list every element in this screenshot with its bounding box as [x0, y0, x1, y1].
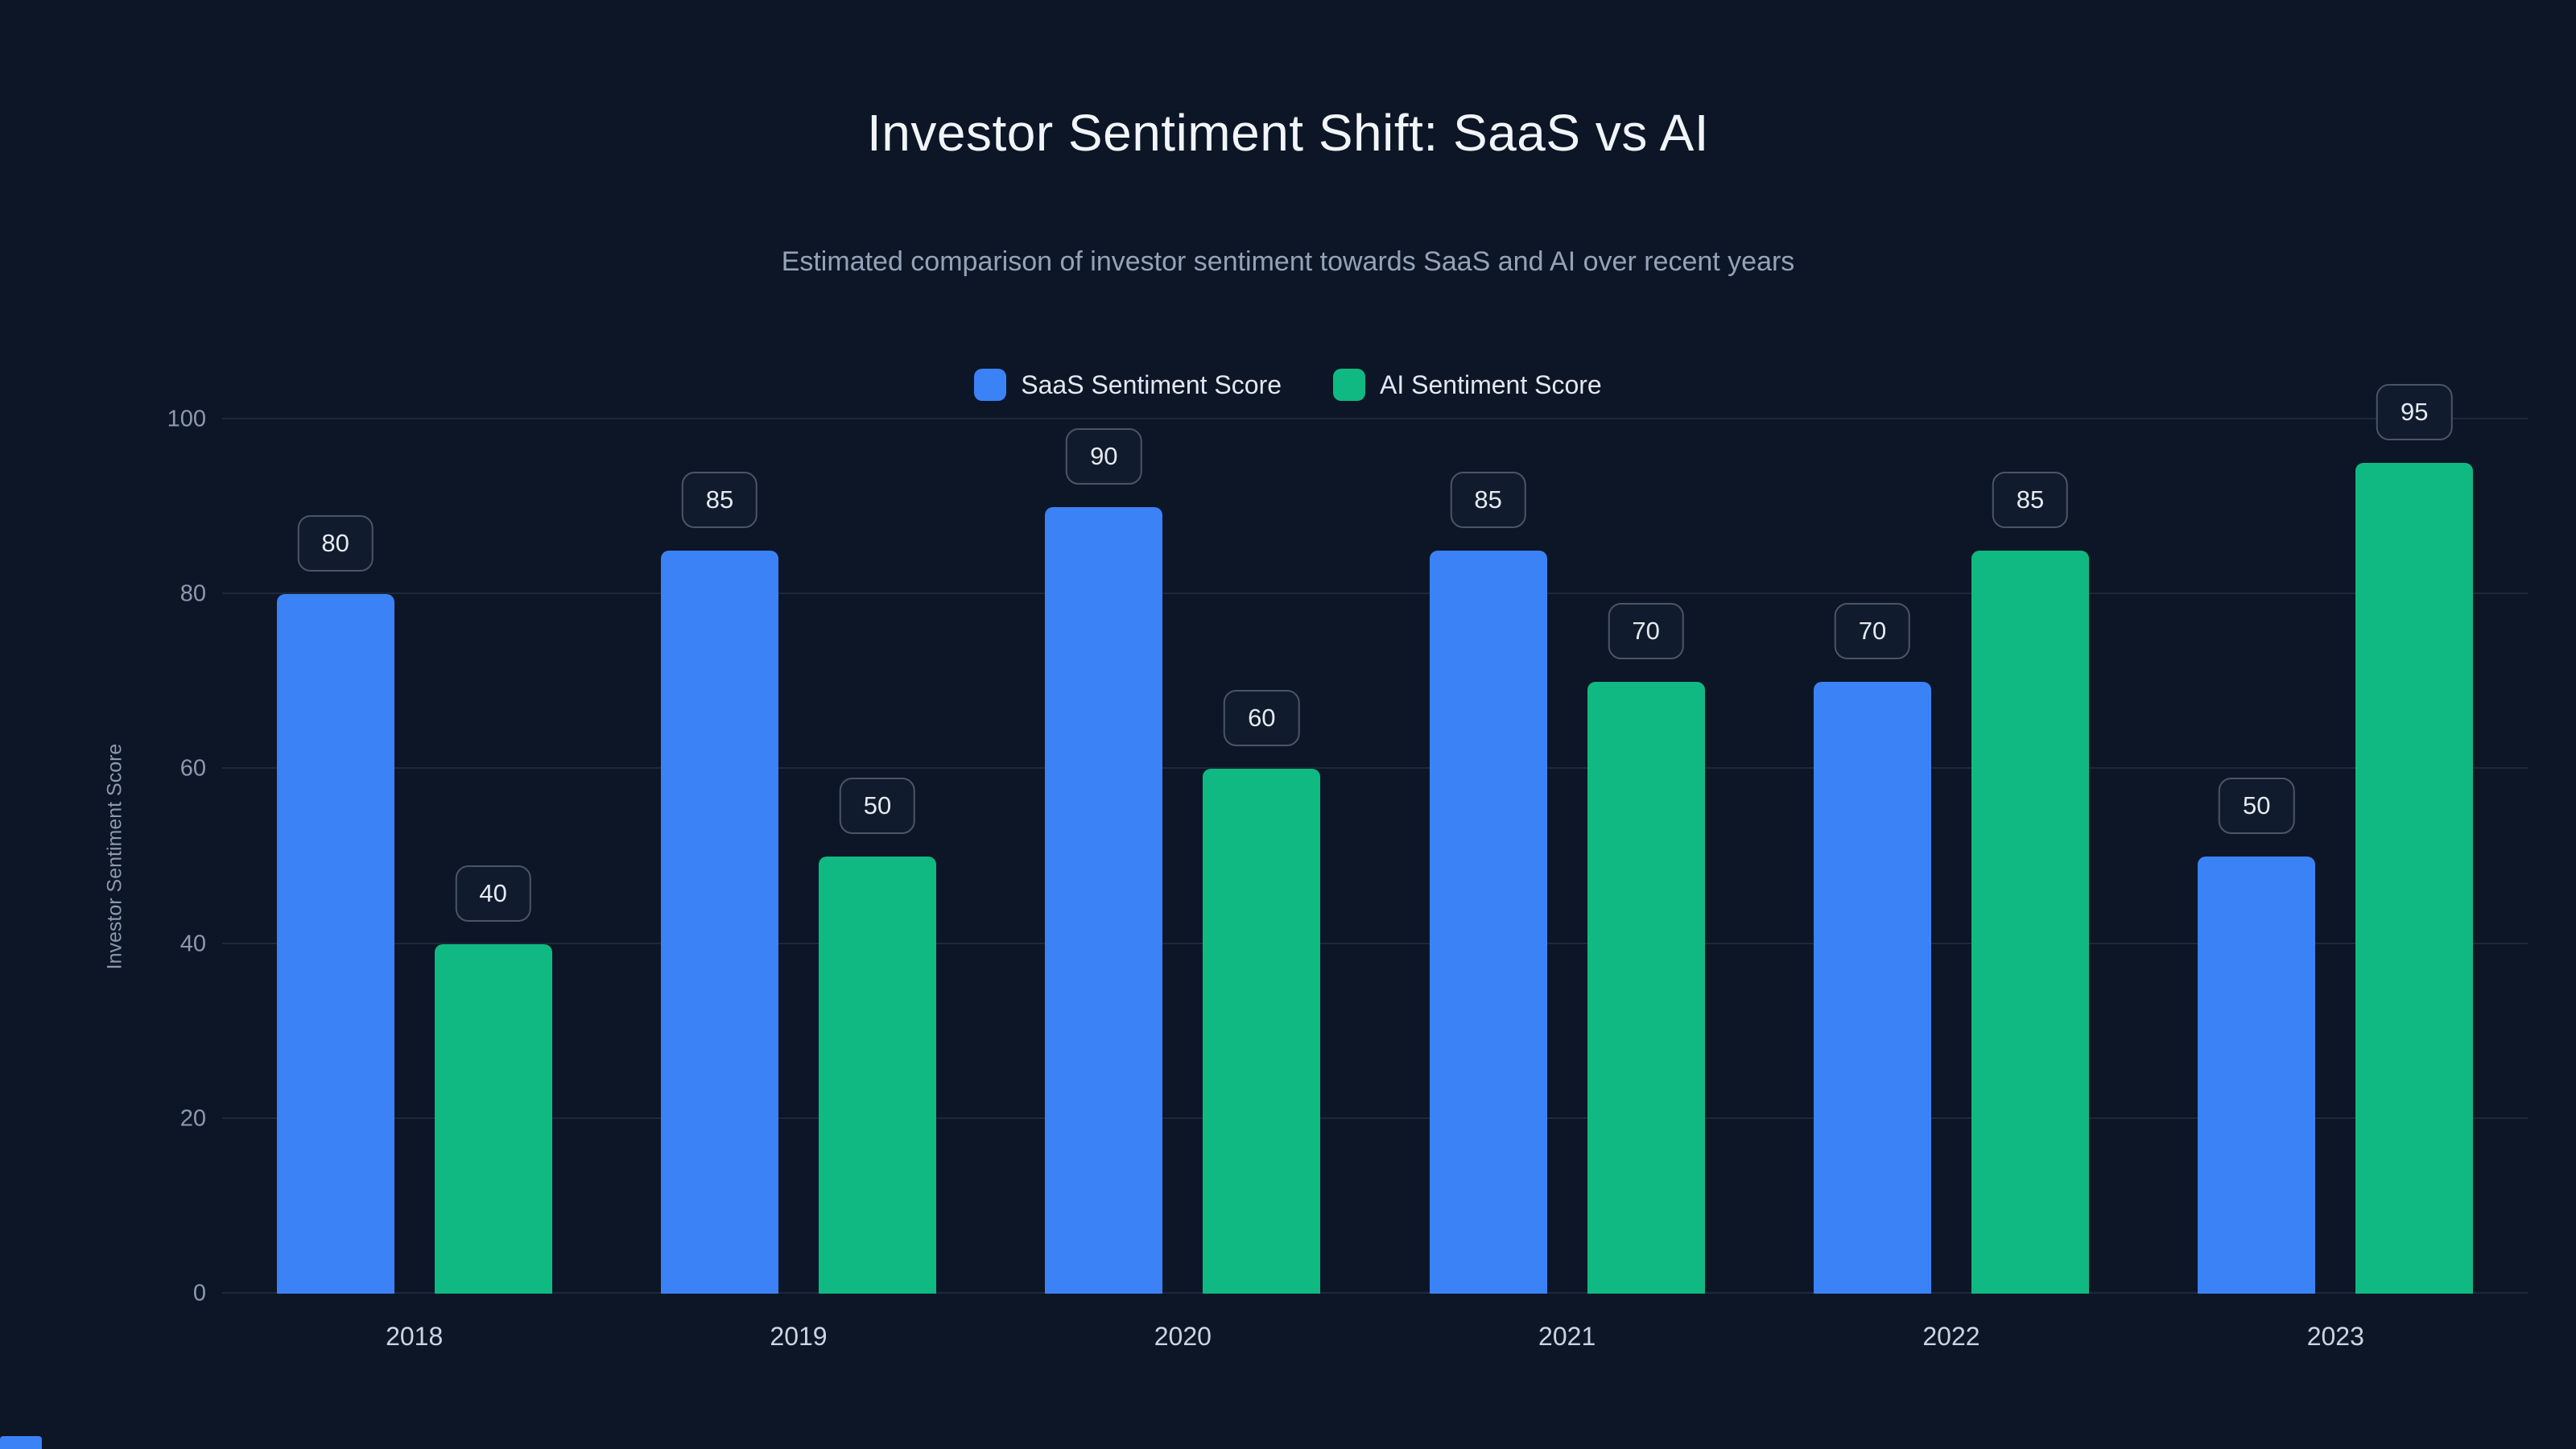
bar-saas-sentiment-score-2020[interactable]: 90 [1045, 427, 1163, 1294]
gridline [222, 418, 2528, 419]
y-tick-label: 60 [180, 755, 206, 782]
x-axis-labels: 2018 2019 2020 2021 2022 2023 [222, 1322, 2528, 1352]
x-tick-label: 2018 [386, 1322, 444, 1351]
y-axis-ticks: 0 20 40 60 80 100 [0, 407, 206, 1307]
value-badge: 70 [1608, 602, 1684, 659]
y-tick-label: 20 [180, 1105, 206, 1132]
bar-saas-sentiment-score-2023[interactable]: 50 [2198, 778, 2316, 1294]
bottom-left-artifact [0, 1436, 42, 1449]
bar-saas-sentiment-score-2022[interactable]: 70 [1813, 602, 1931, 1294]
bar-group-2023: 50 95 [2198, 384, 2474, 1294]
value-badge: 40 [455, 865, 531, 922]
chart-subtitle: Estimated comparison of investor sentime… [781, 246, 1795, 277]
y-tick-label: 0 [192, 1280, 206, 1307]
bar-group-2022: 70 85 [1813, 419, 2089, 1294]
gridline [222, 592, 2528, 595]
bar-saas-sentiment-score-2019[interactable]: 85 [660, 471, 778, 1294]
saas-series-label: SaaS Sentiment Score [1021, 369, 1282, 399]
bar-ai-sentiment-score-2020[interactable]: 60 [1203, 690, 1321, 1294]
x-tick-label: 2023 [2306, 1322, 2364, 1351]
y-tick-label: 80 [180, 580, 206, 607]
value-badge: 85 [1450, 471, 1526, 528]
bar-group-2018: 80 40 [276, 419, 552, 1294]
gridline [222, 942, 2528, 944]
y-tick-label: 100 [167, 406, 206, 432]
gridlines [222, 418, 2528, 1294]
legend: SaaS Sentiment Score AI Sentiment Score [0, 369, 2576, 401]
bar-ai-sentiment-score-2022[interactable]: 85 [1971, 471, 2089, 1294]
bar-saas-sentiment-score-2021[interactable]: 85 [1429, 471, 1547, 1294]
value-badge: 90 [1066, 427, 1142, 485]
bar-ai-sentiment-score-2021[interactable]: 70 [1587, 602, 1705, 1294]
value-badge: 50 [839, 778, 916, 834]
bar-saas-sentiment-score-2018[interactable]: 80 [276, 515, 394, 1294]
legend-item-ai[interactable]: AI Sentiment Score [1333, 369, 1602, 401]
x-tick-label: 2022 [1922, 1322, 1980, 1351]
gridline [222, 1117, 2528, 1119]
bar-group-2019: 85 50 [660, 419, 936, 1294]
bar-ai-sentiment-score-2023[interactable]: 95 [2355, 384, 2474, 1294]
value-badge: 70 [1834, 602, 1911, 659]
value-badge: 80 [297, 515, 374, 572]
value-badge: 85 [681, 471, 758, 528]
x-tick-label: 2019 [770, 1322, 828, 1351]
x-tick-label: 2020 [1154, 1322, 1212, 1351]
ai-series-label: AI Sentiment Score [1380, 369, 1602, 399]
gridline [222, 767, 2528, 770]
y-tick-label: 40 [180, 931, 206, 957]
value-badge: 85 [1992, 471, 2069, 528]
value-badge: 95 [2376, 384, 2453, 441]
ai-series-swatch-icon [1333, 369, 1366, 401]
chart-title: Investor Sentiment Shift: SaaS vs AI [866, 104, 1710, 162]
bar-groups: 80 40 85 50 90 60 85 70 70 85 50 95 [222, 384, 2528, 1294]
saas-series-swatch-icon [974, 369, 1007, 401]
bar-group-2020: 90 60 [1045, 419, 1321, 1294]
bar-ai-sentiment-score-2019[interactable]: 50 [818, 778, 936, 1294]
plot-area: 80 40 85 50 90 60 85 70 70 85 50 95 [222, 384, 2528, 1294]
bar-ai-sentiment-score-2018[interactable]: 40 [434, 865, 552, 1294]
bar-group-2021: 85 70 [1429, 419, 1705, 1294]
gridline [222, 1292, 2528, 1294]
x-tick-label: 2021 [1538, 1322, 1596, 1351]
value-badge: 50 [2219, 778, 2295, 834]
legend-item-saas[interactable]: SaaS Sentiment Score [974, 369, 1282, 401]
value-badge: 60 [1224, 690, 1300, 747]
